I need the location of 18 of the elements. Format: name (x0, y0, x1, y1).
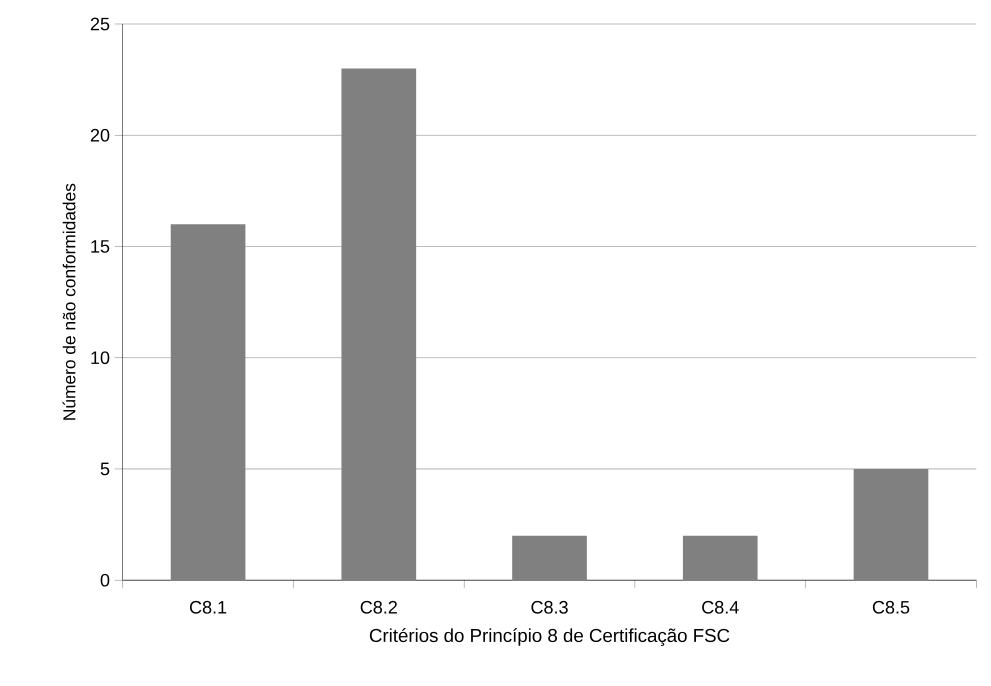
x-axis-title: Critérios do Princípio 8 de Certificação FSC (370, 628, 730, 646)
bar (854, 469, 928, 580)
y-tick-label: 10 (91, 352, 110, 364)
y-tick-label: 20 (90, 129, 110, 142)
x-tick-label: C8.3 (531, 601, 568, 614)
bar (341, 68, 416, 580)
y-axis-title: Número de não conformidades (62, 184, 76, 420)
x-tick-label: C8.5 (872, 601, 910, 614)
x-tick-label: C8.4 (702, 601, 739, 614)
y-tick-label: 0 (100, 574, 110, 587)
y-tick-label: 15 (91, 240, 110, 253)
y-tick-label: 25 (90, 18, 110, 31)
bar (170, 224, 246, 580)
x-tick-label: C8.1 (190, 601, 226, 614)
bar (682, 536, 758, 580)
x-tick-label: C8.2 (360, 601, 397, 614)
bar (512, 536, 587, 580)
y-tick-label: 5 (100, 462, 110, 476)
